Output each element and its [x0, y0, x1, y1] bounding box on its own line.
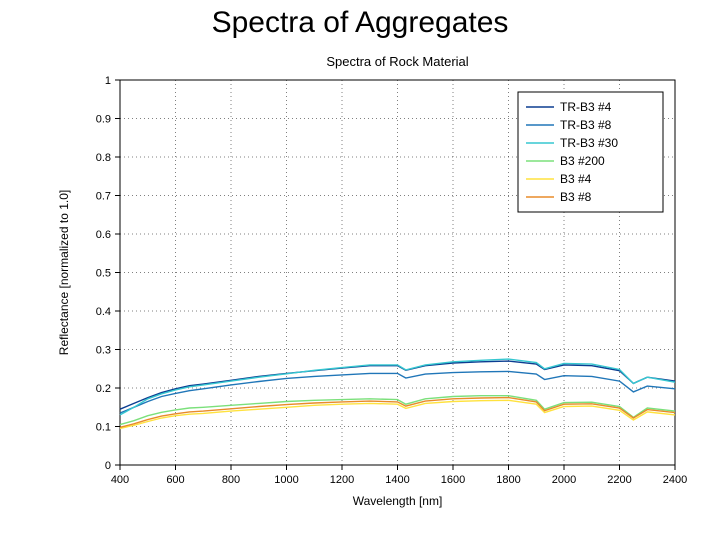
ytick-label: 0.9 — [96, 114, 111, 126]
ytick-label: 0.3 — [96, 345, 111, 357]
xtick-label: 600 — [166, 474, 184, 486]
legend-label: TR-B3 #30 — [560, 136, 618, 150]
xtick-label: 1400 — [385, 474, 409, 486]
xtick-label: 400 — [111, 474, 129, 486]
xtick-label: 1800 — [496, 474, 520, 486]
legend-label: B3 #200 — [560, 154, 605, 168]
spectra-chart: Spectra of Rock Material4006008001000120… — [50, 50, 690, 520]
xtick-label: 2400 — [663, 474, 687, 486]
ytick-label: 0.8 — [96, 152, 111, 164]
xtick-label: 2200 — [607, 474, 631, 486]
ytick-label: 0.4 — [96, 306, 111, 318]
legend-label: B3 #8 — [560, 190, 592, 204]
xlabel: Wavelength [nm] — [353, 494, 443, 508]
legend-label: TR-B3 #4 — [560, 100, 612, 114]
xtick-label: 800 — [222, 474, 240, 486]
ytick-label: 1 — [105, 75, 111, 87]
xtick-label: 1000 — [274, 474, 298, 486]
xtick-label: 2000 — [552, 474, 576, 486]
chart-title: Spectra of Rock Material — [326, 54, 468, 69]
ytick-label: 0 — [105, 460, 111, 472]
ytick-label: 0.2 — [96, 383, 111, 395]
ytick-label: 0.1 — [96, 422, 111, 434]
legend-label: B3 #4 — [560, 172, 592, 186]
xtick-label: 1600 — [441, 474, 465, 486]
ytick-label: 0.5 — [96, 268, 111, 280]
ylabel: Reflectance [normalized to 1.0] — [57, 190, 71, 355]
ytick-label: 0.6 — [96, 229, 111, 241]
page-title: Spectra of Aggregates — [0, 6, 720, 40]
xtick-label: 1200 — [330, 474, 354, 486]
legend-label: TR-B3 #8 — [560, 118, 612, 132]
ytick-label: 0.7 — [96, 191, 111, 203]
